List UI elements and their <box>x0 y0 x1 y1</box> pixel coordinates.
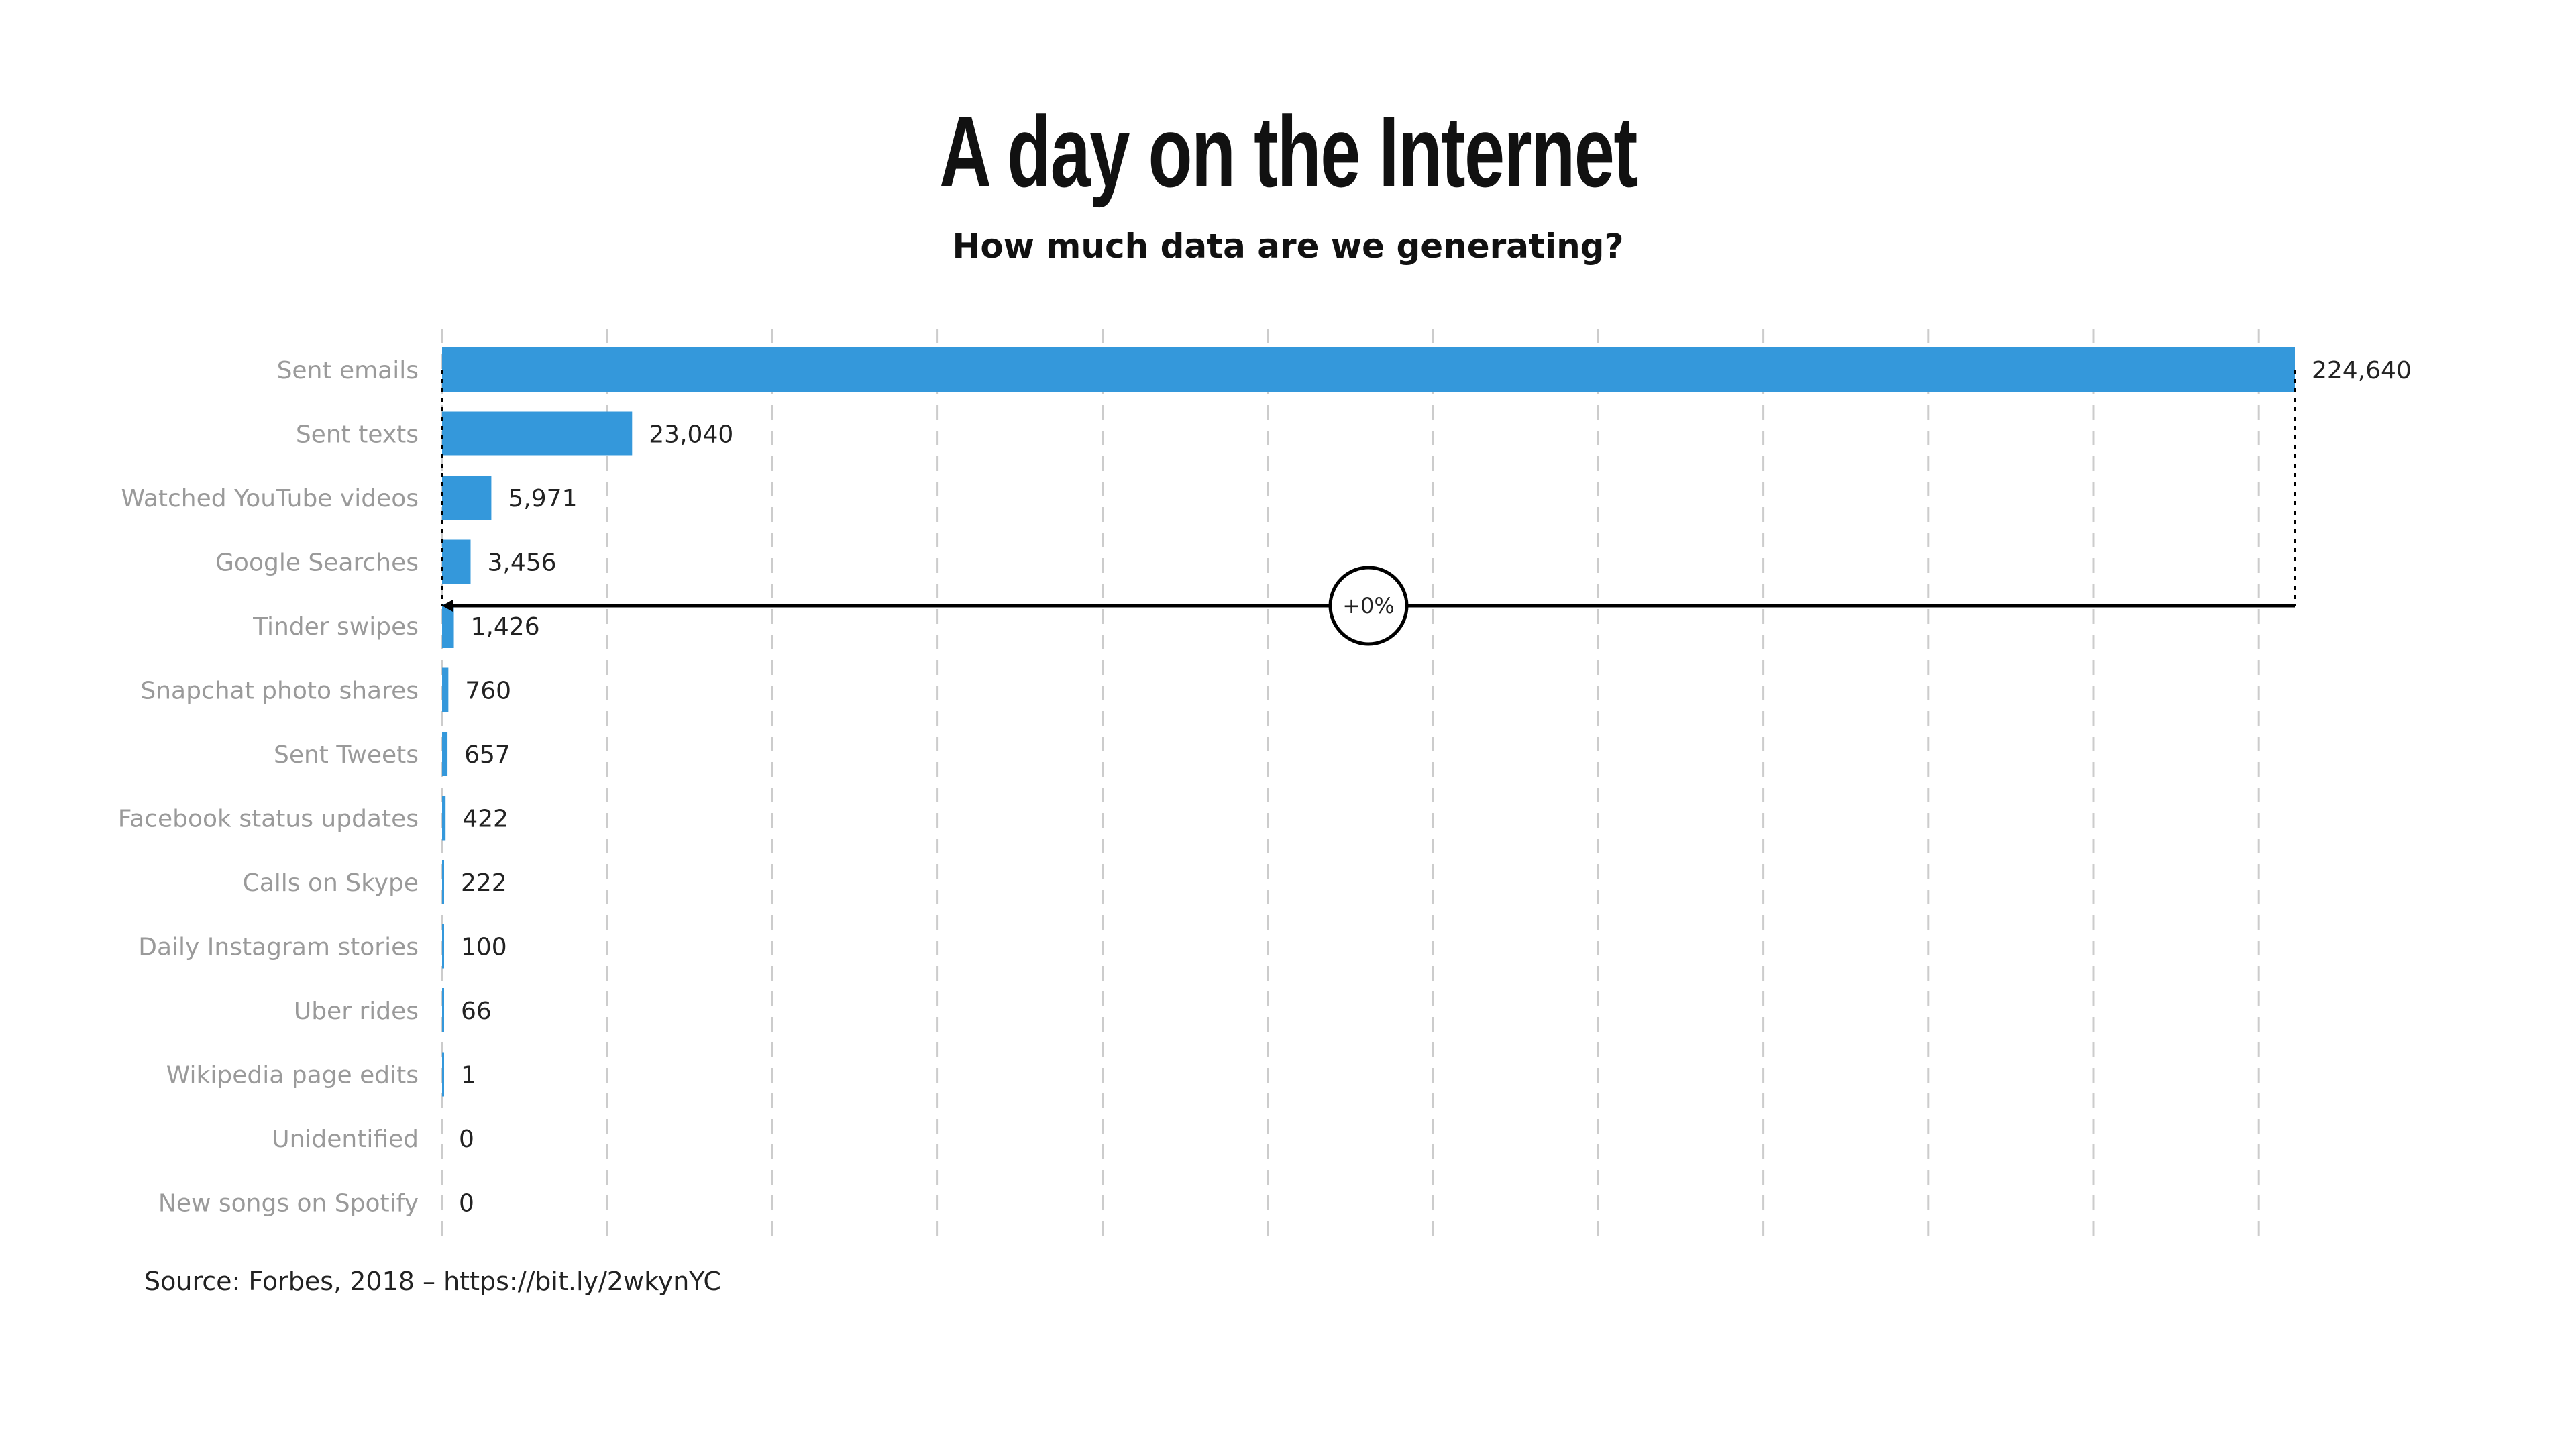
category-label: Snapchat photo shares <box>140 678 419 705</box>
category-label: Sent Tweets <box>274 741 419 769</box>
value-label: 66 <box>461 998 492 1025</box>
value-label: 100 <box>461 934 507 961</box>
bar <box>442 1052 444 1097</box>
bar <box>442 539 471 584</box>
value-label: 1,426 <box>471 613 540 641</box>
category-label: Google Searches <box>215 549 419 577</box>
bar <box>442 924 444 969</box>
category-label: Uber rides <box>294 998 419 1025</box>
category-label: Sent texts <box>296 421 419 449</box>
category-label: New songs on Spotify <box>158 1190 419 1218</box>
value-label: 222 <box>461 869 507 897</box>
source-note: Source: Forbes, 2018 – https://bit.ly/2w… <box>144 1267 721 1296</box>
value-label: 1 <box>461 1062 476 1089</box>
arrow-icon <box>442 600 453 612</box>
category-label: Tinder swipes <box>252 613 419 641</box>
bar <box>442 667 449 712</box>
bar <box>442 347 2295 392</box>
chart-title: A day on the Internet <box>939 95 1638 208</box>
chart-subtitle: How much data are we generating? <box>952 227 1624 266</box>
value-label: 760 <box>465 678 511 705</box>
value-label: 23,040 <box>649 421 733 449</box>
category-label: Facebook status updates <box>118 806 419 833</box>
annotation-circle <box>1328 566 1409 646</box>
bar <box>442 604 454 648</box>
value-label: 5,971 <box>508 485 577 513</box>
category-label: Sent emails <box>277 357 419 384</box>
category-label: Wikipedia page edits <box>166 1062 419 1089</box>
category-label: Unidentified <box>272 1126 419 1153</box>
bar <box>442 732 448 776</box>
bar <box>442 411 633 456</box>
bar <box>442 988 444 1032</box>
bar <box>442 796 446 841</box>
category-label: Calls on Skype <box>243 869 419 897</box>
category-label: Watched YouTube videos <box>121 485 419 513</box>
annotation-label: +0% <box>1342 593 1395 619</box>
value-label: 422 <box>462 806 508 833</box>
category-label: Daily Instagram stories <box>138 934 419 961</box>
value-label: 657 <box>464 741 511 769</box>
bar <box>442 476 492 520</box>
value-label: 0 <box>459 1190 474 1218</box>
value-label: 3,456 <box>487 549 556 577</box>
value-label: 0 <box>459 1126 474 1153</box>
bar <box>442 860 444 904</box>
value-label: 224,640 <box>2312 357 2412 384</box>
